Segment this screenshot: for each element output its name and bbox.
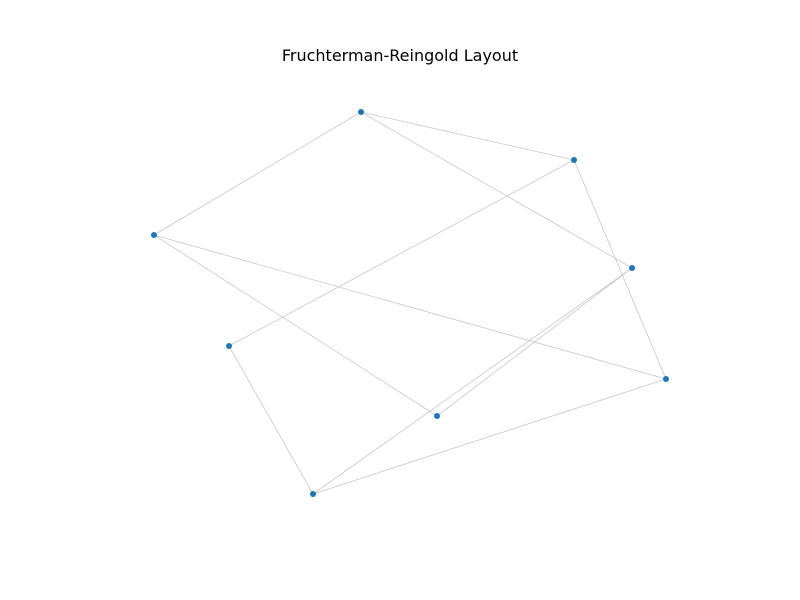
edge-n2-n7: [153, 234, 438, 417]
edge-n1-n3: [360, 111, 575, 161]
node-n2: [151, 232, 157, 238]
edge-n1-n2: [153, 111, 362, 236]
node-n7: [434, 413, 440, 419]
edge-n4-n7: [436, 267, 633, 417]
nodes-layer: [151, 109, 669, 497]
node-n5: [226, 343, 232, 349]
node-n4: [629, 265, 635, 271]
edge-n2-n6: [153, 234, 667, 380]
edge-n1-n4: [360, 111, 633, 269]
node-n6: [663, 376, 669, 382]
diagram-title: Fruchterman-Reingold Layout: [281, 46, 519, 65]
edge-n4-n8: [312, 267, 633, 495]
node-n8: [310, 491, 316, 497]
edge-n3-n6: [573, 159, 667, 380]
node-n1: [358, 109, 364, 115]
edges-layer: [153, 111, 667, 495]
edge-n3-n5: [228, 159, 575, 347]
node-n3: [571, 157, 577, 163]
edge-n6-n8: [312, 378, 667, 495]
edge-n5-n8: [228, 345, 314, 495]
